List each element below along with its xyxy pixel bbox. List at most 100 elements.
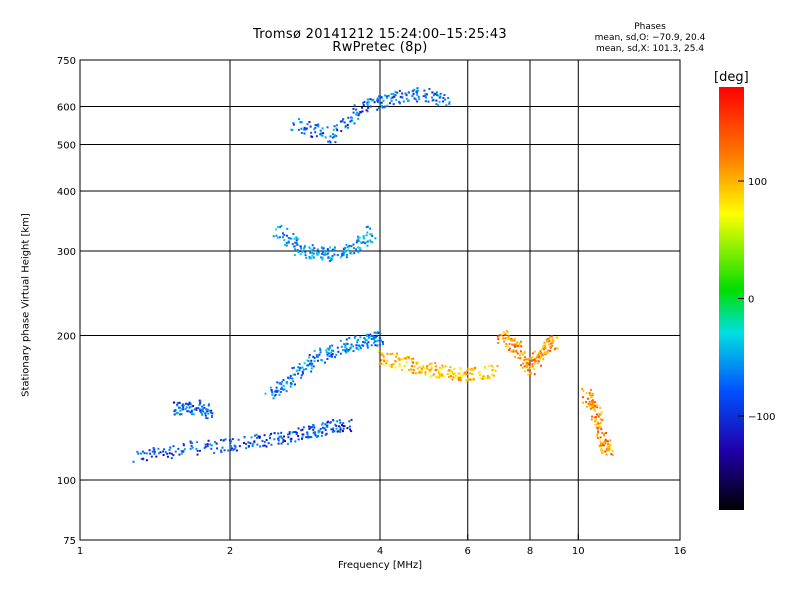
data-point bbox=[543, 341, 546, 344]
data-point bbox=[175, 412, 178, 415]
data-point bbox=[292, 123, 295, 126]
data-point bbox=[372, 341, 375, 344]
y-tick-label: 200 bbox=[57, 332, 76, 343]
data-point bbox=[591, 406, 594, 409]
data-point bbox=[313, 247, 316, 250]
data-point bbox=[535, 356, 538, 359]
data-point bbox=[603, 440, 606, 443]
data-point bbox=[395, 355, 398, 358]
data-point bbox=[203, 446, 206, 449]
data-point bbox=[381, 106, 384, 109]
data-point bbox=[300, 131, 303, 134]
data-point bbox=[329, 135, 332, 138]
data-point bbox=[599, 413, 602, 416]
data-point bbox=[469, 378, 472, 381]
data-point bbox=[434, 362, 437, 365]
data-point bbox=[338, 419, 341, 422]
data-point bbox=[372, 336, 375, 339]
data-point bbox=[366, 225, 369, 228]
data-point bbox=[261, 444, 264, 447]
data-point bbox=[441, 364, 444, 367]
data-point bbox=[189, 402, 192, 405]
data-point bbox=[304, 127, 307, 130]
data-point bbox=[593, 403, 596, 406]
data-point bbox=[582, 389, 585, 392]
data-point bbox=[367, 106, 370, 109]
data-point bbox=[607, 448, 610, 451]
data-point bbox=[379, 343, 382, 346]
data-point bbox=[324, 253, 327, 256]
colorbar-tick-label: −100 bbox=[748, 412, 775, 423]
data-point bbox=[590, 395, 593, 398]
data-point bbox=[312, 365, 315, 368]
data-point bbox=[196, 453, 199, 456]
data-point bbox=[521, 366, 524, 369]
data-point bbox=[356, 235, 359, 238]
data-point bbox=[584, 400, 587, 403]
data-point bbox=[377, 101, 380, 104]
data-point bbox=[533, 358, 536, 361]
data-point bbox=[525, 358, 528, 361]
data-point bbox=[316, 253, 319, 256]
data-point bbox=[210, 444, 213, 447]
data-point bbox=[345, 351, 348, 354]
data-point bbox=[307, 436, 310, 439]
data-point bbox=[348, 244, 351, 247]
data-point bbox=[601, 418, 604, 421]
data-point bbox=[367, 341, 370, 344]
data-point bbox=[384, 105, 387, 108]
data-point bbox=[300, 437, 303, 440]
data-point bbox=[382, 99, 385, 102]
data-point bbox=[380, 95, 383, 98]
data-point bbox=[392, 92, 395, 95]
data-point bbox=[585, 392, 588, 395]
data-point bbox=[352, 107, 355, 110]
data-point bbox=[537, 355, 540, 358]
data-point bbox=[357, 246, 360, 249]
data-point bbox=[367, 101, 370, 104]
data-point bbox=[551, 344, 554, 347]
data-point bbox=[219, 449, 222, 452]
data-point bbox=[353, 122, 356, 125]
data-point bbox=[386, 352, 389, 355]
data-point bbox=[513, 339, 516, 342]
data-point bbox=[201, 413, 204, 416]
data-point bbox=[297, 366, 300, 369]
data-point bbox=[392, 363, 395, 366]
data-point bbox=[202, 410, 205, 413]
data-point bbox=[357, 117, 360, 120]
data-point bbox=[596, 433, 599, 436]
data-point bbox=[511, 343, 514, 346]
data-point bbox=[398, 363, 401, 366]
data-point bbox=[277, 432, 280, 435]
data-point bbox=[600, 444, 603, 447]
data-point bbox=[394, 360, 397, 363]
data-point bbox=[605, 448, 608, 451]
data-point bbox=[451, 378, 454, 381]
data-point bbox=[321, 258, 324, 261]
data-point bbox=[230, 440, 233, 443]
data-point bbox=[528, 367, 531, 370]
data-point bbox=[333, 125, 336, 128]
data-point bbox=[330, 258, 333, 261]
data-point bbox=[343, 425, 346, 428]
data-point bbox=[412, 361, 415, 364]
data-point bbox=[593, 408, 596, 411]
data-point bbox=[345, 256, 348, 259]
data-point bbox=[432, 374, 435, 377]
data-point bbox=[394, 94, 397, 97]
data-point bbox=[449, 366, 452, 369]
data-point bbox=[295, 243, 298, 246]
data-point bbox=[423, 89, 426, 92]
data-point bbox=[416, 89, 419, 92]
data-point bbox=[345, 338, 348, 341]
data-point bbox=[331, 352, 334, 355]
data-point bbox=[275, 389, 278, 392]
data-point bbox=[442, 96, 445, 99]
data-point bbox=[356, 111, 359, 114]
data-point bbox=[547, 340, 550, 343]
data-point bbox=[206, 417, 209, 420]
data-point bbox=[317, 431, 320, 434]
data-point bbox=[287, 376, 290, 379]
data-point bbox=[287, 241, 290, 244]
